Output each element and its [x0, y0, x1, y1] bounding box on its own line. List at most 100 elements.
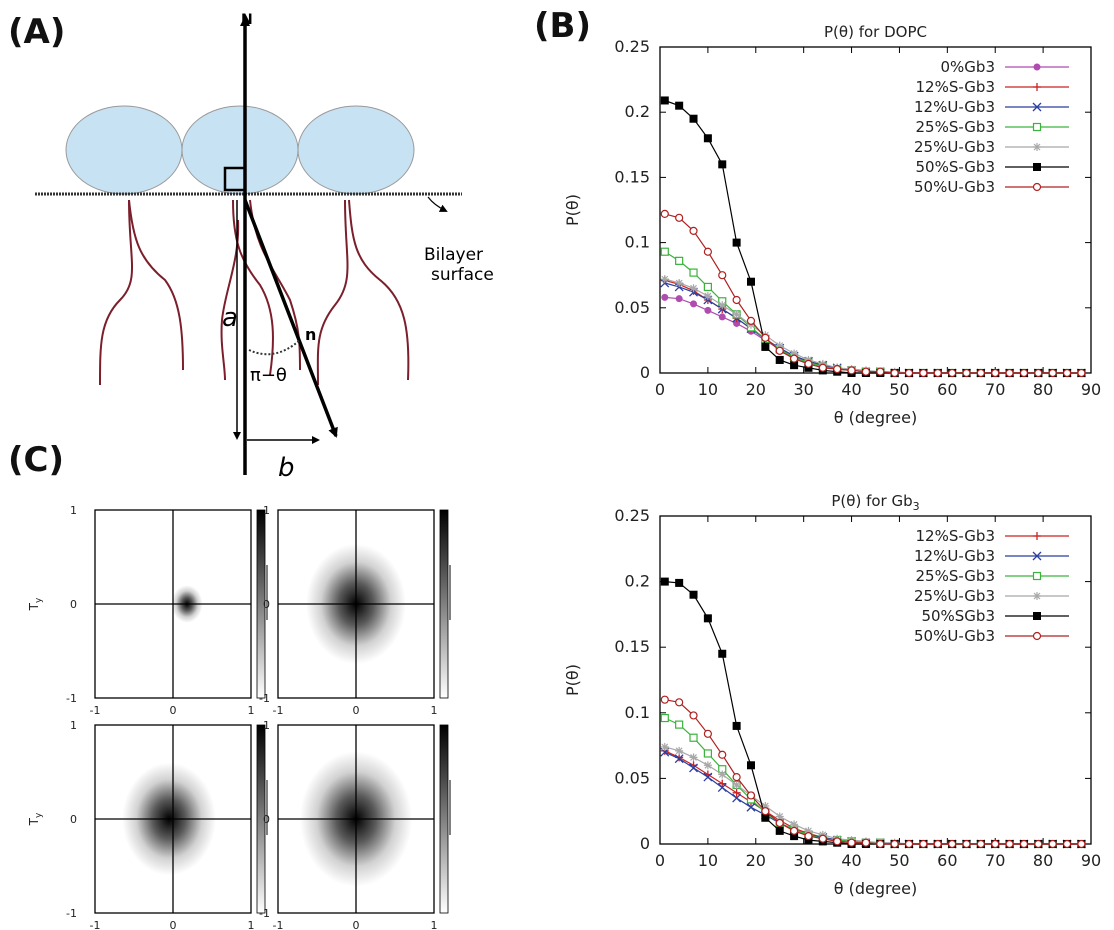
x-tick-label: 1 [431, 704, 438, 717]
legend-label: 25%S-Gb3 [915, 567, 995, 585]
lipid-headgroup-3 [297, 105, 415, 195]
right-angle-marker [223, 166, 247, 192]
x-tick-label: 1 [248, 704, 255, 717]
heatmap-frame [94, 509, 252, 699]
data-point [1019, 368, 1029, 378]
data-point [775, 355, 784, 364]
angle-label: π−θ [250, 365, 287, 386]
x-tick-label: -1 [273, 919, 284, 930]
legend-label: 12%S-Gb3 [915, 527, 995, 545]
data-point [1019, 839, 1029, 849]
data-point [789, 826, 799, 835]
lipid-headgroup-2 [181, 105, 299, 195]
data-point [761, 807, 770, 816]
b-label: b [278, 453, 295, 480]
legend-entry: 12%U-Gb3 [914, 98, 1069, 116]
series-12%S-Gb3 [660, 276, 1086, 377]
data-point [790, 832, 799, 841]
data-point [818, 363, 827, 372]
series-line [664, 279, 1082, 374]
data-point [675, 720, 684, 729]
colorbar [439, 724, 449, 914]
data-point [976, 368, 985, 378]
y-tick-label: 0 [263, 813, 270, 826]
x-tick-label: 30 [793, 380, 813, 399]
x-tick-label: 10 [698, 851, 718, 870]
data-point [833, 837, 842, 846]
data-point [703, 749, 712, 758]
data-point [1034, 368, 1043, 378]
chart-dopc: P(θ) for DOPC 0 10 20 30 40 50 60 70 80 90 0 0.05 0.1… [563, 23, 1101, 427]
data-point [690, 300, 698, 308]
series-50%S-Gb3 [660, 96, 1086, 377]
legend-entry: 25%U-Gb3 [914, 587, 1069, 605]
x-tick-label: 70 [985, 380, 1005, 399]
x-tick-label: 60 [937, 851, 957, 870]
y-tick-label: 0.2 [625, 102, 650, 121]
legend-label: 25%U-Gb3 [914, 587, 995, 605]
data-point [746, 316, 756, 325]
data-point [703, 772, 713, 782]
y-tick-label: -1 [259, 907, 270, 920]
series-50%U-Gb3 [660, 695, 1086, 849]
data-point [991, 368, 1000, 378]
data-point [703, 282, 712, 292]
legend-marker [1033, 143, 1041, 151]
series-12%U-Gb3 [660, 747, 1086, 849]
data-point [732, 238, 741, 247]
data-point [703, 292, 712, 301]
data-point [675, 213, 684, 222]
legend-label: 50%SGb3 [921, 607, 995, 625]
data-point [861, 838, 871, 847]
data-point [718, 160, 727, 169]
data-point [761, 333, 770, 342]
chart-title: P(θ) for Gb3 [831, 492, 919, 513]
colorbar [256, 509, 266, 699]
legend-entry: 50%U-Gb3 [914, 178, 1069, 196]
legend-label: 25%U-Gb3 [914, 138, 995, 156]
data-point [732, 788, 741, 797]
plot-frame [659, 46, 1092, 374]
heatmap-1: -1 -1 0 0 1 1 Ty [27, 504, 268, 717]
data-point [1077, 368, 1086, 378]
a-label: a [222, 303, 238, 333]
heatmap-frame [277, 724, 435, 914]
data-point [732, 780, 741, 789]
colorbar [439, 509, 449, 699]
series-line [664, 282, 1082, 374]
data-point [790, 820, 799, 829]
legend-label: 25%S-Gb3 [915, 118, 995, 136]
legend-entry: 12%U-Gb3 [914, 547, 1069, 565]
data-point [804, 359, 813, 368]
x-axis-label: θ (degree) [834, 408, 917, 427]
data-point [689, 590, 698, 599]
data-point [675, 256, 684, 265]
data-point [689, 114, 698, 123]
data-point [833, 364, 842, 374]
x-tick-label: 20 [746, 380, 766, 399]
heatmap-4: -1-10011Tx [259, 719, 451, 930]
data-point [991, 839, 1000, 849]
bilayer-schematic: N n a b π−θ Bilayer surface [35, 12, 494, 480]
series-line [664, 717, 1082, 845]
data-point [804, 826, 813, 835]
data-point [675, 578, 684, 587]
data-point [948, 368, 957, 378]
data-point [732, 772, 741, 782]
chart-title-subscript: 3 [913, 500, 920, 513]
data-point [733, 319, 741, 327]
legend-marker [1032, 551, 1042, 561]
data-point [775, 826, 784, 835]
data-point [933, 368, 942, 378]
x-tick-label: 80 [1033, 851, 1053, 870]
data-point [775, 341, 784, 350]
legend-label: 12%S-Gb3 [915, 78, 995, 96]
series-line [664, 213, 1082, 374]
colorbar [256, 724, 266, 914]
series-line [664, 699, 1082, 845]
data-point [689, 711, 698, 720]
legend-marker [1033, 592, 1041, 600]
data-point [675, 746, 684, 755]
data-point [761, 813, 770, 822]
data-point [1048, 839, 1057, 849]
